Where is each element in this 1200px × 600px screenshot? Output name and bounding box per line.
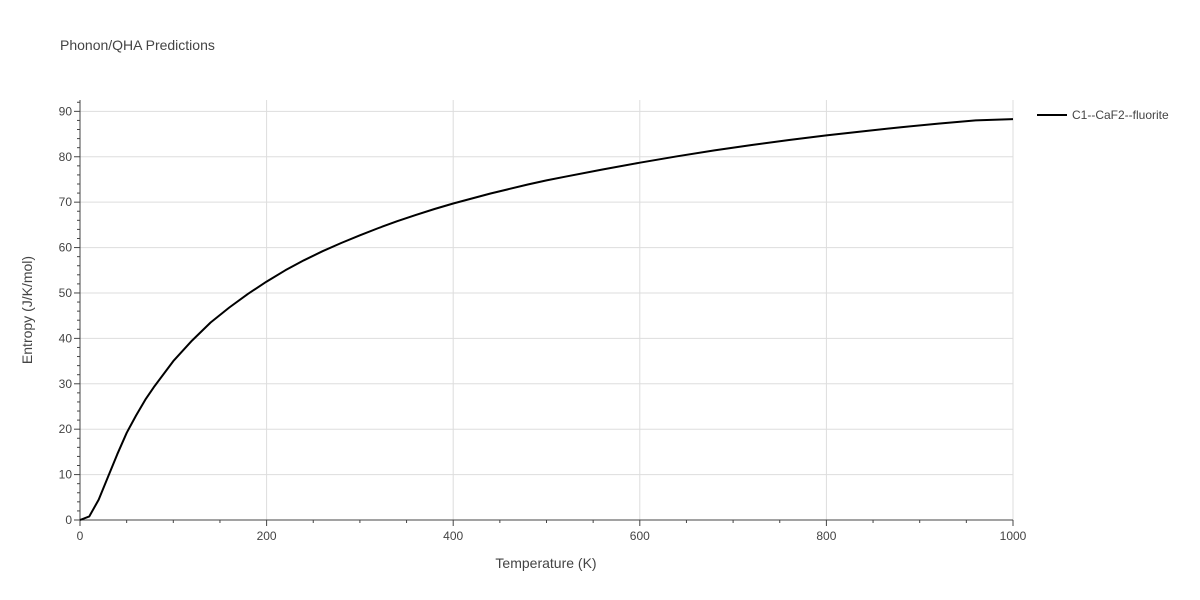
y-tick-label: 60 bbox=[59, 241, 73, 255]
y-tick-label: 20 bbox=[59, 422, 73, 436]
legend-label: C1--CaF2--fluorite bbox=[1072, 108, 1169, 122]
x-tick-label: 1000 bbox=[1000, 529, 1027, 543]
y-tick-label: 70 bbox=[59, 195, 73, 209]
y-axis-title: Entropy (J/K/mol) bbox=[19, 256, 35, 364]
y-tick-label: 90 bbox=[59, 104, 73, 118]
series-line-0[interactable] bbox=[79, 118, 1014, 521]
series-layer bbox=[79, 118, 1014, 521]
x-axis-title: Temperature (K) bbox=[495, 555, 596, 571]
legend[interactable]: C1--CaF2--fluorite bbox=[1037, 108, 1169, 122]
x-tick-label: 600 bbox=[630, 529, 650, 543]
x-tick-label: 200 bbox=[257, 529, 277, 543]
axes: 0 200 400 600 800 1000 0 10 20 30 40 50 60 70 80 90 bbox=[59, 100, 1027, 543]
y-tick-label: 40 bbox=[59, 331, 73, 345]
y-tick-label: 80 bbox=[59, 150, 73, 164]
chart-title: Phonon/QHA Predictions bbox=[60, 37, 215, 53]
x-tick-label: 800 bbox=[816, 529, 836, 543]
x-tick-label: 400 bbox=[443, 529, 463, 543]
y-tick-label: 0 bbox=[65, 513, 72, 527]
y-tick-label: 30 bbox=[59, 377, 73, 391]
y-tick-label: 10 bbox=[59, 468, 73, 482]
x-tick-label: 0 bbox=[77, 529, 84, 543]
y-tick-label: 50 bbox=[59, 286, 73, 300]
gridlines bbox=[80, 100, 1014, 520]
